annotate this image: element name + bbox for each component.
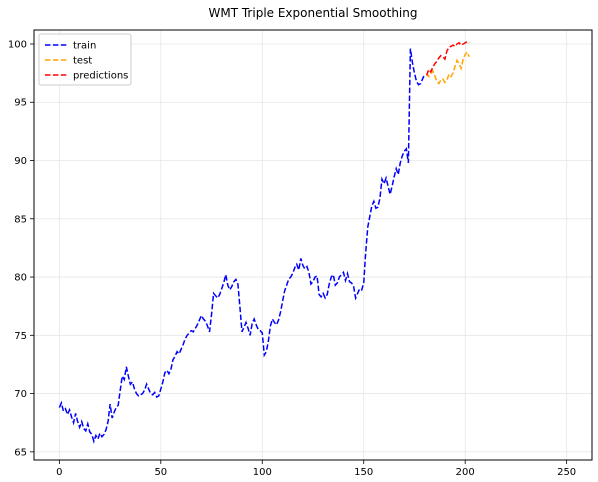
y-tick-label: 90: [14, 156, 27, 167]
chart-title: WMT Triple Exponential Smoothing: [209, 6, 418, 20]
x-tick-label: 200: [456, 467, 475, 478]
y-tick-label: 80: [14, 273, 27, 284]
x-tick-label: 0: [56, 467, 62, 478]
y-tick-label: 95: [14, 98, 27, 109]
y-tick-label: 65: [14, 447, 27, 458]
y-tick-label: 70: [14, 389, 27, 400]
legend-label-test: test: [73, 56, 92, 67]
legend-label-train: train: [73, 41, 96, 52]
y-tick-label: 75: [14, 331, 27, 342]
x-tick-label: 50: [154, 467, 167, 478]
y-tick-label: 85: [14, 214, 27, 225]
x-tick-label: 150: [354, 467, 373, 478]
legend: train test predictions: [39, 34, 131, 85]
y-tick-label: 100: [8, 39, 27, 50]
x-tick-label: 250: [557, 467, 576, 478]
legend-label-predictions: predictions: [73, 71, 128, 82]
x-tick-label: 100: [253, 467, 272, 478]
